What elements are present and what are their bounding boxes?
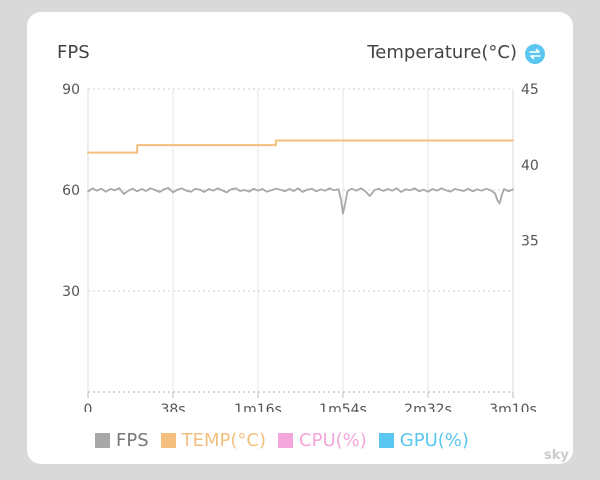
chart-legend: FPS TEMP(°C) CPU(%) GPU(%) [95, 430, 469, 451]
y-left-tick-label-1: 60 [62, 183, 80, 199]
right-axis-title: Temperature(°C) [367, 42, 517, 63]
x-tick-label-2: 1m16s [234, 402, 282, 412]
legend-swatch-fps [95, 433, 110, 448]
x-tick-label-3: 1m54s [319, 402, 367, 412]
y-right-tick-label-0: 35 [521, 234, 539, 250]
x-tick-label-1: 38s [160, 402, 185, 412]
chart-card: FPS Temperature(°C) 0 38s 1m16s 1m54s 2m32s 3… [27, 12, 573, 464]
y-left-tick-label-0: 30 [62, 284, 80, 300]
y-right-tick-label-2: 45 [521, 82, 539, 98]
legend-swatch-temp [160, 433, 176, 448]
legend-item-temp[interactable]: TEMP(°C) [160, 430, 267, 451]
legend-label-temp: TEMP(°C) [181, 430, 267, 451]
x-tick-label-5: 3m10s [489, 402, 537, 412]
x-tick-label-0: 0 [84, 402, 93, 412]
legend-swatch-cpu [278, 433, 294, 448]
x-tick-label-4: 2m32s [404, 402, 452, 412]
legend-item-gpu[interactable]: GPU(%) [378, 430, 469, 451]
swap-icon[interactable] [525, 44, 545, 64]
series-line-temp-c [87, 139, 514, 154]
legend-swatch-gpu [378, 433, 394, 448]
legend-item-cpu[interactable]: CPU(%) [278, 430, 367, 451]
legend-label-gpu: GPU(%) [399, 430, 469, 451]
y-left-tick-label-2: 90 [62, 82, 80, 98]
series-line-fps [87, 187, 514, 215]
legend-label-cpu: CPU(%) [299, 430, 367, 451]
legend-item-fps[interactable]: FPS [95, 430, 149, 451]
watermark: sky [544, 448, 569, 463]
legend-label-fps: FPS [116, 430, 149, 451]
fps-temperature-chart: 0 38s 1m16s 1m54s 2m32s 3m10s 30 60 90 35 40 45 [62, 82, 539, 412]
y-right-tick-label-1: 40 [521, 158, 539, 174]
left-axis-title: FPS [57, 42, 90, 63]
